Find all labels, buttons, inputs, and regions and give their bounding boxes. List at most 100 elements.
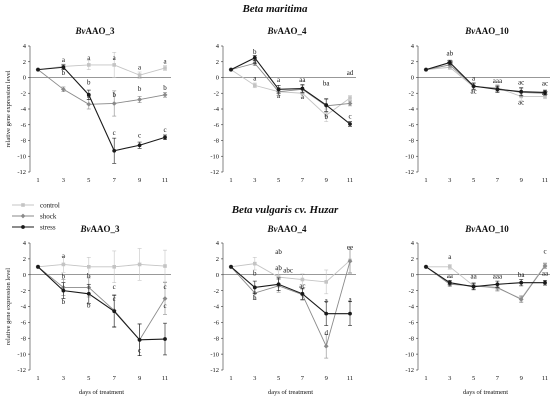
panel-title-suffix: AAO_4 [278,224,307,234]
y-tick-label: 0 [411,75,414,82]
series-control [36,51,167,79]
data-point-shock [86,101,92,107]
y-tick-label: -8 [21,138,26,145]
data-point-stress [86,92,91,97]
y-tick-label: -6 [214,122,220,129]
data-point-control [137,73,142,77]
data-point-stress [348,122,352,126]
significance-label: b [138,85,142,93]
significance-label: a [348,296,352,304]
legend-marker [20,213,26,219]
series-line-shock [37,266,166,341]
y-tick-label: 2 [216,59,219,66]
data-point-stress [276,87,281,92]
significance-label: a [448,253,452,261]
significance-label: abc [283,266,293,274]
x-tick-label: 5 [472,375,475,382]
significance-label: aaa [493,273,503,281]
y-tick-label: -2 [21,288,26,295]
data-point-control [163,66,167,70]
legend-label: control [40,202,60,210]
significance-label: c [113,295,116,303]
x-tick-label: 11 [542,177,548,184]
y-tick-label: -8 [21,335,26,342]
data-point-shock [347,101,353,106]
x-axis-label: days of treatment [79,389,124,396]
y-tick-label: 2 [411,59,414,66]
y-tick-label: -8 [409,335,414,342]
significance-label: c [348,112,351,120]
data-point-stress [137,337,142,342]
significance-label: ba [518,271,526,279]
y-tick-label: -4 [409,304,415,311]
y-tick-label: -10 [210,351,219,358]
legend-item-shock: shock [12,213,57,221]
significance-label: aa [542,270,549,278]
y-tick-label: -12 [17,367,26,374]
significance-label: b [112,91,116,99]
series-line-shock [425,64,546,94]
significance-label: ab [275,248,282,256]
significance-label: b [253,48,257,56]
data-point-control [163,264,167,268]
panel-title-suffix: AAO_3 [86,26,115,36]
x-tick-label: 1 [36,177,39,184]
series-line-stress [230,57,351,125]
data-point-stress [112,148,117,153]
y-tick-label: -4 [214,304,220,311]
significance-label: ab [446,49,453,57]
y-tick-label: -12 [210,367,219,374]
series-line-control [230,260,351,283]
panel-title: BvAAO_4 [267,26,307,36]
legend-marker [21,225,25,229]
data-point-shock [252,60,258,66]
significance-label: c [138,347,141,355]
data-point-stress [252,55,257,60]
x-tick-label: 7 [301,375,305,382]
significance-label: a [277,92,281,100]
x-tick-label: 3 [448,375,451,382]
y-tick-label: -6 [214,320,220,327]
data-point-shock [542,263,548,269]
significance-label: b [87,301,91,309]
x-tick-label: 11 [347,177,353,184]
data-point-control [137,262,142,267]
section-title-maritima: Beta maritima [241,3,308,15]
y-tick-label: -2 [214,288,219,295]
data-point-control [543,94,547,99]
x-tick-label: 9 [520,375,523,382]
significance-label: b [87,272,91,280]
y-tick-label: -12 [405,367,414,374]
significance-label: c [113,283,116,291]
x-axis-label: days of treatment [268,389,313,396]
significance-label: c [543,247,546,255]
data-point-stress [519,280,524,285]
y-tick-label: 0 [411,272,414,279]
y-tick-label: -8 [214,335,219,342]
series-control [424,64,547,101]
y-tick-label: -2 [409,288,414,295]
significance-label: b [87,79,91,87]
panel-title: BvAAO_10 [464,224,509,234]
y-tick-label: 4 [23,43,27,50]
y-tick-label: -4 [21,304,27,311]
x-tick-label: 11 [162,375,168,382]
x-tick-label: 5 [87,177,90,184]
y-tick-label: 0 [216,272,219,279]
y-tick-label: 2 [216,256,219,263]
y-tick-label: 0 [216,75,219,82]
data-point-control [276,275,281,279]
significance-label: a [62,252,66,260]
data-point-control [87,265,91,269]
x-tick-label: 1 [229,375,232,382]
data-point-shock [518,296,524,302]
significance-label: aa [470,273,477,281]
data-point-stress [163,337,167,341]
series-stress [36,264,167,357]
significance-label: aa [299,76,306,84]
y-tick-label: 2 [23,256,26,263]
series-line-control [230,69,351,116]
y-tick-label: -10 [405,351,414,358]
y-axis-label: relative gene expression level [5,268,12,345]
